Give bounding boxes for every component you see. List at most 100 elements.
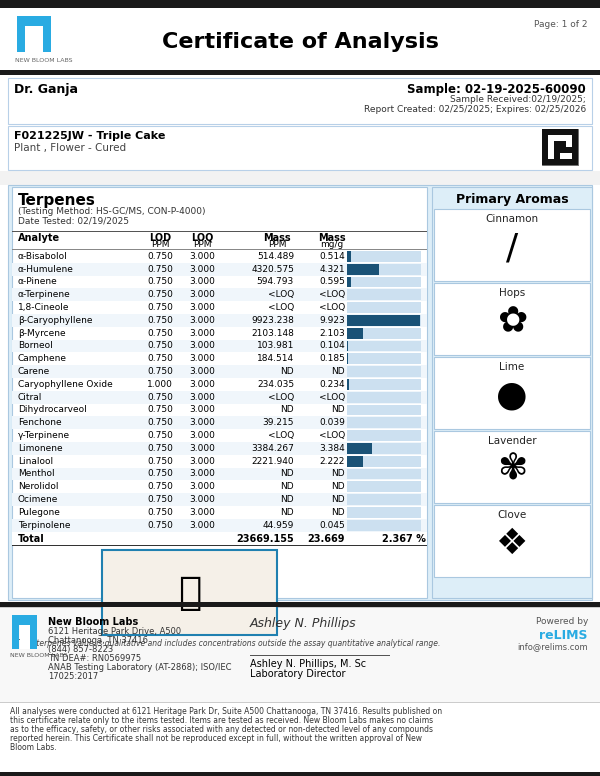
Text: α-Pinene: α-Pinene	[18, 278, 58, 286]
Bar	[12, 615, 19, 649]
Text: β-Caryophyllene: β-Caryophyllene	[18, 316, 92, 325]
Text: ND: ND	[280, 367, 294, 376]
Text: n: n	[306, 306, 326, 334]
Text: 184.514: 184.514	[257, 355, 294, 363]
Bar	[347, 276, 352, 287]
Text: 23669.155: 23669.155	[236, 534, 294, 543]
Text: n: n	[257, 480, 277, 508]
Text: 3.000: 3.000	[189, 380, 215, 389]
Bar	[572, 129, 578, 135]
Text: n: n	[159, 364, 179, 392]
Text: 1.000: 1.000	[147, 380, 173, 389]
Text: 103.981: 103.981	[257, 341, 294, 351]
Text: 514.489: 514.489	[257, 252, 294, 261]
Bar	[347, 327, 421, 338]
Text: n: n	[257, 190, 277, 218]
Text: Mass: Mass	[318, 233, 346, 243]
Bar	[548, 141, 554, 147]
Text: TN DEA#: RN0569975: TN DEA#: RN0569975	[48, 654, 141, 663]
Text: 0.750: 0.750	[147, 355, 173, 363]
Text: Primary Aromas: Primary Aromas	[455, 193, 568, 206]
Bar	[347, 353, 349, 364]
Bar	[8, 126, 592, 170]
Text: n: n	[208, 538, 228, 566]
Text: 3.000: 3.000	[189, 431, 215, 440]
Bar	[17, 16, 25, 52]
Bar	[347, 341, 348, 352]
Bar	[347, 392, 421, 403]
Bar	[347, 417, 421, 428]
Bar	[0, 8, 600, 70]
Text: reported herein. This Certificate shall not be reproduced except in full, withou: reported herein. This Certificate shall …	[10, 734, 422, 743]
Text: 3.000: 3.000	[189, 252, 215, 261]
Text: <LOQ: <LOQ	[268, 431, 294, 440]
Text: n: n	[502, 306, 522, 334]
Text: 2.222: 2.222	[320, 457, 345, 466]
Bar	[347, 341, 421, 352]
Text: n: n	[551, 306, 571, 334]
Bar	[347, 315, 421, 326]
Text: n: n	[12, 190, 32, 218]
Bar	[8, 78, 592, 124]
Text: n: n	[110, 306, 130, 334]
Bar	[542, 129, 548, 135]
Text: n: n	[159, 480, 179, 508]
Bar	[548, 159, 554, 165]
Text: n: n	[453, 538, 473, 566]
Bar	[566, 135, 572, 141]
Bar	[572, 153, 578, 159]
Text: n: n	[61, 480, 81, 508]
Bar	[554, 129, 560, 135]
Text: All analyses were conducted at 6121 Heritage Park Dr, Suite A500 Chattanooga, TN: All analyses were conducted at 6121 Heri…	[10, 707, 442, 716]
Text: n: n	[453, 364, 473, 392]
Text: n: n	[453, 422, 473, 450]
Bar	[554, 135, 560, 141]
Text: 3.000: 3.000	[189, 290, 215, 300]
Text: LOQ: LOQ	[191, 233, 213, 243]
Bar	[347, 251, 351, 262]
Text: ●: ●	[496, 379, 528, 413]
Bar	[15, 14, 53, 56]
Text: n: n	[159, 306, 179, 334]
Bar	[572, 159, 578, 165]
Text: 3.000: 3.000	[189, 316, 215, 325]
Text: n: n	[257, 422, 277, 450]
Bar	[20, 625, 30, 649]
Text: n: n	[355, 190, 375, 218]
Text: n: n	[257, 538, 277, 566]
Text: 0.750: 0.750	[147, 406, 173, 414]
Text: (Testing Method: HS-GC/MS, CON-P-4000): (Testing Method: HS-GC/MS, CON-P-4000)	[18, 207, 205, 216]
Text: n: n	[208, 422, 228, 450]
Text: 2.367 %: 2.367 %	[382, 534, 426, 543]
Text: PPM: PPM	[193, 240, 211, 249]
Bar	[560, 159, 566, 165]
Text: 0.750: 0.750	[147, 444, 173, 453]
Text: n: n	[208, 190, 228, 218]
Text: Total terpenes value is qualitative and includes concentrations outside the assa: Total terpenes value is qualitative and …	[16, 639, 440, 649]
Text: 3.000: 3.000	[189, 469, 215, 479]
Text: Powered by: Powered by	[536, 617, 588, 626]
Text: 0.039: 0.039	[319, 418, 345, 428]
Text: n: n	[306, 190, 326, 218]
Text: Laboratory Director: Laboratory Director	[250, 669, 346, 679]
Bar	[0, 607, 600, 608]
Text: <LOQ: <LOQ	[319, 290, 345, 300]
Text: 234.035: 234.035	[257, 380, 294, 389]
Text: n: n	[257, 306, 277, 334]
Bar	[548, 129, 554, 135]
Text: n: n	[208, 480, 228, 508]
Text: 0.750: 0.750	[147, 418, 173, 428]
Text: γ-Terpinene: γ-Terpinene	[18, 431, 70, 440]
Text: 23.669: 23.669	[308, 534, 345, 543]
Text: n: n	[208, 306, 228, 334]
Text: n: n	[61, 422, 81, 450]
Text: n: n	[12, 480, 32, 508]
Bar	[542, 147, 548, 153]
Bar	[347, 315, 421, 326]
Bar	[12, 187, 427, 598]
Text: 4320.575: 4320.575	[251, 265, 294, 274]
Text: ND: ND	[280, 495, 294, 504]
Text: Cinnamon: Cinnamon	[485, 214, 539, 224]
Text: 9.923: 9.923	[319, 316, 345, 325]
Text: n: n	[257, 364, 277, 392]
